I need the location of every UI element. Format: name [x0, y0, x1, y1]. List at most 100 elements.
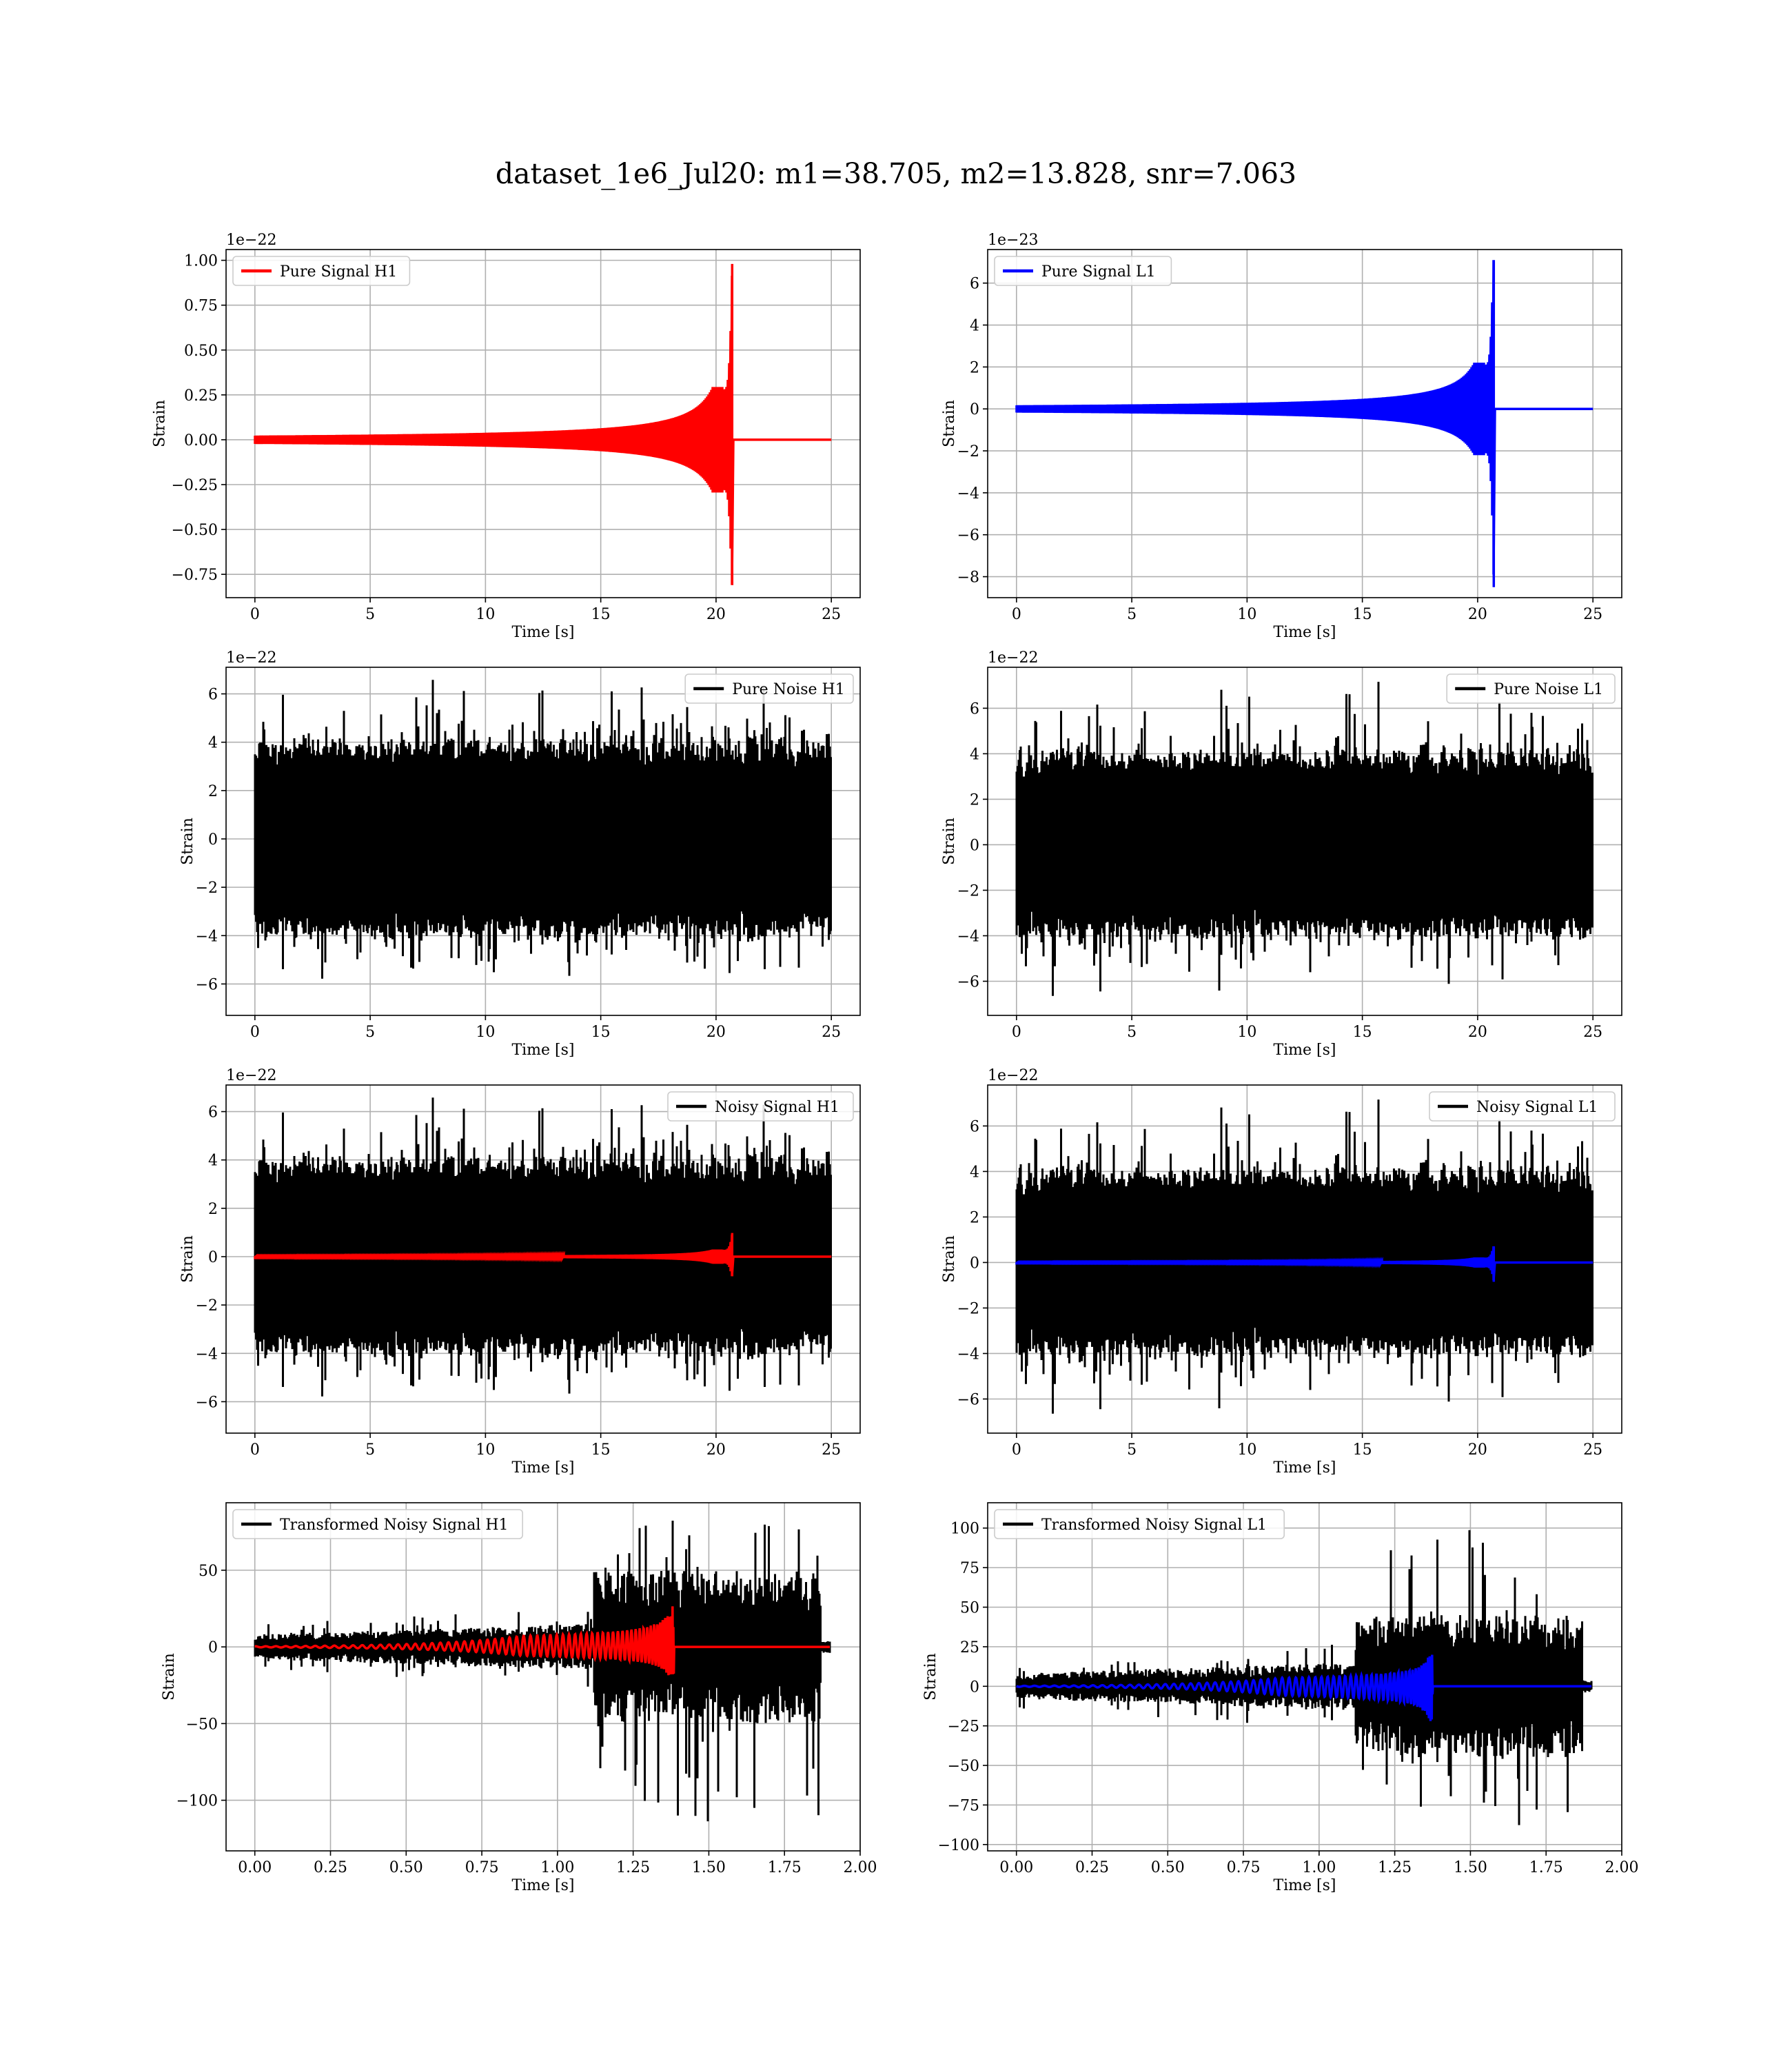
y-tick-label: 0.00 — [184, 432, 218, 449]
series-noisy-signal-l1 — [1015, 1099, 1594, 1414]
x-tick-label: 10 — [476, 1441, 495, 1459]
figure-title: dataset_1e6_Jul20: m1=38.705, m2=13.828,… — [495, 157, 1297, 190]
y-tick-label: −2 — [957, 1300, 979, 1317]
legend-label: Pure Signal L1 — [1041, 263, 1156, 281]
y-tick-label: 0 — [970, 1255, 979, 1272]
series-pure-signal-l1 — [1015, 260, 1594, 587]
y-tick-label: 100 — [950, 1521, 979, 1538]
y-tick-label: −6 — [196, 976, 218, 993]
y-axis-label: Strain — [152, 400, 169, 447]
y-tick-label: −100 — [938, 1837, 979, 1854]
y-tick-label: −6 — [957, 1391, 979, 1408]
y-tick-label: 50 — [198, 1563, 218, 1580]
y-tick-label: 4 — [208, 1153, 218, 1170]
y-axis-label: Strain — [941, 818, 958, 865]
x-tick-label: 5 — [365, 606, 375, 623]
legend-label: Noisy Signal H1 — [715, 1099, 839, 1116]
y-tick-label: 6 — [970, 1118, 979, 1135]
transformed-noisy-signal-h1-plot-area — [254, 1521, 831, 1822]
series-pure-signal-h1 — [254, 263, 832, 585]
axes-frame — [987, 249, 1622, 598]
x-axis-label: Time [s] — [1273, 1042, 1336, 1059]
x-axis-label: Time [s] — [1273, 1877, 1336, 1894]
y-tick-label: −0.50 — [172, 522, 218, 539]
y-tick-label: −4 — [196, 928, 218, 945]
x-axis-label: Time [s] — [1273, 1459, 1336, 1477]
series-transformed-noisy-signal-h1 — [254, 1521, 831, 1822]
x-tick-label: 0 — [1012, 1441, 1021, 1459]
axes-frame — [987, 1502, 1622, 1852]
legend-label: Pure Noise H1 — [732, 681, 845, 698]
pure-signal-h1-panel: 0 5 10 15 20 25 −0.75 −0.50 −0.25 0.00 0.25 0.50 0.7… — [152, 232, 861, 641]
x-tick-label: 25 — [1583, 1441, 1602, 1459]
y-tick-label: −6 — [196, 1394, 218, 1411]
pure-signal-l1-panel: 0 5 10 15 20 25 −8 −6 −4 −2 0 2 4 6 Time [s] Strain 1e−2… — [941, 232, 1622, 641]
legend: Pure Noise H1 — [684, 673, 854, 704]
legend-label: Pure Signal H1 — [280, 263, 397, 281]
legend-box — [684, 673, 854, 704]
legend-box — [232, 256, 411, 286]
pure-noise-h1-plot-area — [254, 680, 832, 979]
transformed-noisy-signal-l1-plot-area — [1015, 1530, 1593, 1825]
axes-frame — [225, 249, 861, 598]
transformed-noisy-signal-h1-panel: 0.00 0.25 0.50 0.75 1.00 1.25 1.50 1.75 2.00 −100… — [161, 1502, 877, 1894]
y-tick-label: 6 — [208, 687, 218, 704]
x-tick-label: 10 — [1237, 606, 1256, 623]
x-tick-label: 20 — [1468, 606, 1487, 623]
x-tick-label: 20 — [706, 606, 726, 623]
y-tick-label: −4 — [957, 928, 979, 945]
series-pure-signal-l1 — [1015, 1246, 1594, 1282]
y-tick-label: 6 — [970, 700, 979, 718]
x-tick-label: 1.50 — [692, 1859, 726, 1876]
y-tick-label: −50 — [186, 1716, 218, 1733]
y-tick-label: 75 — [960, 1560, 979, 1577]
x-tick-label: 0.00 — [999, 1859, 1033, 1876]
x-tick-label: 0.50 — [389, 1859, 423, 1876]
legend-box — [1429, 1091, 1616, 1122]
y-tick-label: 0.25 — [184, 387, 218, 405]
y-axis-label: Strain — [179, 818, 196, 865]
x-tick-label: 25 — [822, 1441, 841, 1459]
legend-label: Noisy Signal L1 — [1476, 1099, 1598, 1116]
pure-noise-l1-panel: 0 5 10 15 20 25 −6 −4 −2 0 2 4 6 Time [s] Strain 1e−22 P… — [941, 649, 1622, 1059]
legend-box — [232, 1509, 524, 1539]
y-tick-label: −8 — [957, 569, 979, 587]
legend-box — [994, 256, 1172, 286]
y-tick-label: −4 — [196, 1346, 218, 1363]
x-tick-label: 0 — [250, 1441, 260, 1459]
y-tick-label: 0.50 — [184, 343, 218, 360]
x-tick-label: 15 — [1353, 606, 1372, 623]
x-tick-label: 0.00 — [238, 1859, 272, 1876]
x-tick-label: 1.25 — [1378, 1859, 1412, 1876]
x-tick-label: 5 — [1127, 1024, 1137, 1041]
y-tick-label: −0.25 — [172, 477, 218, 494]
x-tick-label: 0 — [250, 1024, 260, 1041]
x-tick-label: 10 — [1237, 1024, 1256, 1041]
y-tick-label: 6 — [970, 276, 979, 293]
y-tick-label: 2 — [208, 1201, 218, 1218]
y-tick-label: 4 — [970, 318, 979, 335]
x-tick-label: 0.75 — [465, 1859, 499, 1876]
y-tick-label: 2 — [970, 359, 979, 376]
x-axis-label: Time [s] — [511, 1877, 574, 1894]
x-tick-label: 20 — [1468, 1024, 1487, 1041]
axis-offset-text: 1e−22 — [988, 649, 1038, 667]
y-tick-label: 0 — [970, 401, 979, 418]
x-tick-label: 2.00 — [1605, 1859, 1639, 1876]
y-tick-label: 4 — [970, 1164, 979, 1181]
x-tick-label: 0.50 — [1151, 1859, 1185, 1876]
y-tick-label: 2 — [970, 791, 979, 809]
y-tick-label: 2 — [970, 1209, 979, 1226]
x-tick-label: 5 — [1127, 606, 1137, 623]
series-pure-signal-h1 — [254, 1233, 832, 1277]
legend-box — [994, 1509, 1285, 1539]
x-tick-label: 0 — [1012, 606, 1021, 623]
x-tick-label: 5 — [365, 1441, 375, 1459]
legend: Noisy Signal L1 — [1429, 1091, 1616, 1122]
noisy-signal-l1-plot-area — [1015, 1099, 1594, 1414]
series-pure-noise-h1 — [254, 680, 832, 979]
y-tick-label: 1.00 — [184, 253, 218, 270]
y-tick-label: −2 — [196, 880, 218, 897]
axes-frame — [225, 667, 861, 1016]
x-tick-label: 1.75 — [768, 1859, 802, 1876]
